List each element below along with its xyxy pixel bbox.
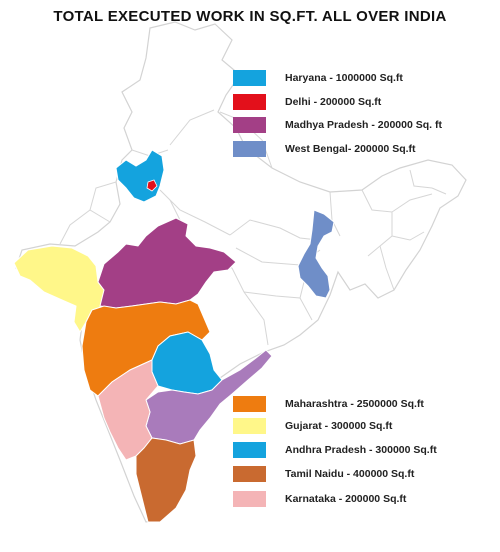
legend-item-maharashtra: Maharashtra - 2500000 Sq.ft bbox=[233, 396, 424, 412]
legend-item-haryana: Haryana - 1000000 Sq.ft bbox=[233, 70, 403, 86]
legend-swatch-delhi bbox=[233, 94, 266, 110]
legend-label-haryana: Haryana - 1000000 Sq.ft bbox=[285, 72, 403, 84]
karnataka-region bbox=[97, 359, 159, 461]
legend-label-west-bengal: West Bengal- 200000 Sq.ft bbox=[285, 143, 416, 155]
delhi-region bbox=[146, 179, 158, 192]
legend-label-gujarat: Gujarat - 300000 Sq.ft bbox=[285, 420, 393, 432]
legend-item-andhra-pradesh: Andhra Pradesh - 300000 Sq.ft bbox=[233, 442, 437, 458]
legend-swatch-gujarat bbox=[233, 418, 266, 434]
legend-swatch-karnataka bbox=[233, 491, 266, 507]
legend-item-tamil-nadu: Tamil Naidu - 400000 Sq.ft bbox=[233, 466, 414, 482]
legend-label-madhya-pradesh: Madhya Pradesh - 200000 Sq. ft bbox=[285, 119, 442, 131]
legend-swatch-madhya-pradesh bbox=[233, 117, 266, 133]
legend-item-west-bengal: West Bengal- 200000 Sq.ft bbox=[233, 141, 416, 157]
west-bengal-region bbox=[297, 209, 335, 299]
tamil-nadu-region bbox=[135, 437, 197, 523]
legend-label-maharashtra: Maharashtra - 2500000 Sq.ft bbox=[285, 398, 424, 410]
legend-item-delhi: Delhi - 200000 Sq.ft bbox=[233, 94, 381, 110]
legend-swatch-maharashtra bbox=[233, 396, 266, 412]
legend-swatch-tamil-nadu bbox=[233, 466, 266, 482]
legend-swatch-west-bengal bbox=[233, 141, 266, 157]
legend-label-tamil-nadu: Tamil Naidu - 400000 Sq.ft bbox=[285, 468, 415, 480]
legend-swatch-haryana bbox=[233, 70, 266, 86]
legend-label-delhi: Delhi - 200000 Sq.ft bbox=[285, 96, 382, 108]
state-borders bbox=[59, 109, 447, 346]
legend-item-madhya-pradesh: Madhya Pradesh - 200000 Sq. ft bbox=[233, 117, 442, 133]
maharashtra-region bbox=[81, 299, 211, 397]
map-title: TOTAL EXECUTED WORK IN SQ.FT. ALL OVER I… bbox=[53, 8, 447, 25]
coastal-andhra-region bbox=[145, 349, 273, 445]
legend-item-karnataka: Karnataka - 200000 Sq.ft bbox=[233, 491, 406, 507]
legend-swatch-andhra-pradesh bbox=[233, 442, 266, 458]
legend-item-gujarat: Gujarat - 300000 Sq.ft bbox=[233, 418, 392, 434]
legend-label-andhra-pradesh: Andhra Pradesh - 300000 Sq.ft bbox=[285, 444, 437, 456]
legend-label-karnataka: Karnataka - 200000 Sq.ft bbox=[285, 493, 407, 505]
